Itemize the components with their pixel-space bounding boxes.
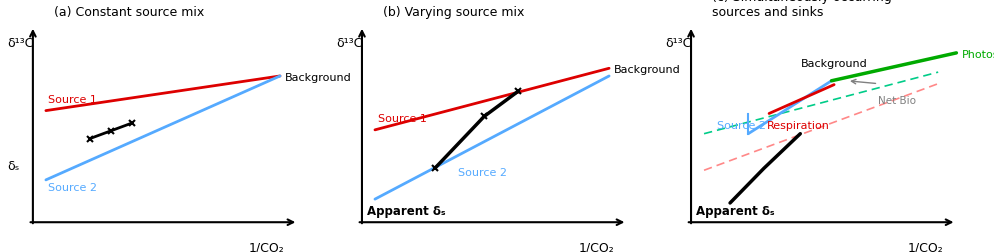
Text: Respiration: Respiration [766, 121, 829, 131]
Text: δ¹³C: δ¹³C [665, 38, 692, 50]
Text: Photosynthesis: Photosynthesis [961, 50, 994, 60]
Text: Apparent δₛ: Apparent δₛ [696, 205, 774, 218]
Text: Source 2: Source 2 [717, 121, 766, 131]
Text: (b) Varying source mix: (b) Varying source mix [384, 6, 525, 19]
Text: 1/CO₂: 1/CO₂ [579, 241, 614, 252]
Text: 1/CO₂: 1/CO₂ [908, 241, 943, 252]
Text: Background: Background [801, 59, 868, 69]
Text: δ¹³C: δ¹³C [336, 38, 363, 50]
Text: δₛ: δₛ [8, 160, 20, 173]
Text: Apparent δₛ: Apparent δₛ [367, 205, 445, 218]
Text: 1/CO₂: 1/CO₂ [249, 241, 285, 252]
Text: Net Bio: Net Bio [879, 96, 916, 106]
Text: (a) Constant source mix: (a) Constant source mix [55, 6, 205, 19]
Text: Source 1: Source 1 [49, 95, 97, 105]
Text: Source 2: Source 2 [458, 168, 507, 178]
Text: Background: Background [285, 73, 352, 83]
Text: Background: Background [614, 65, 681, 75]
Text: Source 2: Source 2 [49, 183, 97, 193]
Text: Source 1: Source 1 [378, 114, 426, 124]
Text: (c) Simultaneously occurring
sources and sinks: (c) Simultaneously occurring sources and… [713, 0, 893, 19]
Text: δ¹³C: δ¹³C [7, 38, 33, 50]
